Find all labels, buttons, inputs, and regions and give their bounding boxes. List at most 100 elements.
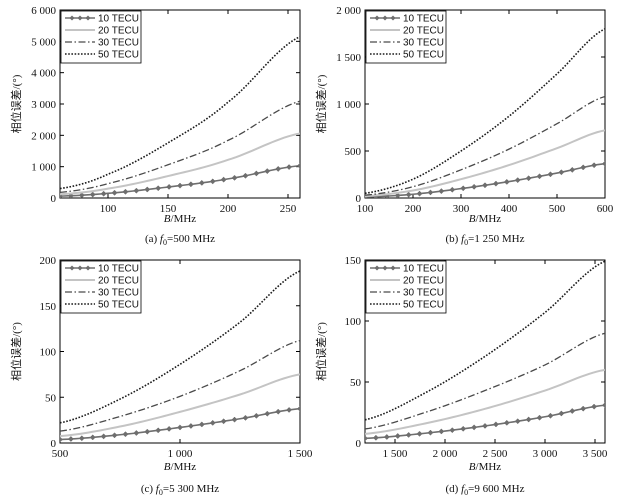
y-axis-label: 相位误差/(°) — [9, 322, 23, 381]
x-axis-var: B — [469, 461, 476, 473]
caption-var: f — [156, 483, 161, 495]
caption-sub: 0 — [464, 238, 468, 247]
data-point-marker — [144, 186, 151, 193]
panel-caption: (b) f0=1 250 MHz — [446, 233, 525, 247]
x-tick-label: 600 — [597, 203, 614, 215]
data-point-marker — [122, 431, 129, 438]
x-tick-label: 100 — [100, 203, 117, 215]
data-point-marker — [67, 192, 74, 198]
data-point-marker — [449, 186, 456, 193]
legend-marker — [69, 265, 75, 271]
y-tick-label: 3 000 — [31, 99, 56, 111]
data-point-marker — [405, 191, 412, 198]
legend-label: 30 TECU — [403, 38, 444, 49]
panel-caption: (a) f0=500 MHz — [145, 233, 215, 247]
y-tick-label: 4 000 — [31, 68, 56, 80]
data-point-marker — [482, 182, 488, 189]
series-line-20-tecu — [60, 373, 300, 438]
series-line-30-tecu — [365, 95, 605, 196]
series-line-30-tecu — [60, 339, 300, 432]
data-point-marker — [78, 192, 85, 198]
x-axis-label: B/MHz — [469, 461, 502, 473]
series-group — [365, 260, 605, 442]
data-point-marker — [133, 430, 140, 436]
data-point-marker — [122, 188, 129, 195]
data-point-marker — [242, 172, 249, 179]
legend-marker — [382, 265, 388, 271]
data-point-marker — [111, 432, 118, 439]
y-tick-label: 100 — [345, 316, 362, 328]
y-tick-label: 6 000 — [31, 5, 56, 17]
legend-marker — [77, 15, 83, 21]
data-point-marker — [100, 433, 107, 440]
data-point-marker — [144, 428, 151, 435]
legend-box — [365, 260, 447, 314]
legend-marker — [374, 265, 380, 271]
data-point-marker — [297, 405, 300, 412]
x-axis-label: B/MHz — [164, 461, 197, 473]
data-point-marker — [297, 162, 300, 169]
x-tick-label: 200 — [405, 203, 422, 215]
data-point-marker — [231, 174, 238, 181]
y-axis-label: 相位误差/(°) — [314, 74, 328, 133]
y-tick-label: 150 — [345, 255, 362, 267]
y-axis-label: 相位误差/(°) — [314, 322, 328, 381]
data-point-marker — [177, 182, 183, 189]
data-point-marker — [471, 183, 478, 190]
data-point-marker — [231, 416, 238, 423]
x-tick-label: 200 — [220, 203, 237, 215]
legend-label: 20 TECU — [98, 276, 139, 287]
data-point-marker — [209, 419, 216, 426]
data-point-marker — [536, 414, 543, 421]
y-tick-label: 2 000 — [336, 5, 361, 17]
legend-label: 30 TECU — [403, 288, 444, 299]
data-point-marker — [427, 429, 434, 436]
panel-caption: (c) f0=5 300 MHz — [141, 483, 219, 497]
series-group — [60, 35, 300, 198]
data-point-marker — [383, 434, 390, 440]
data-point-marker — [525, 175, 532, 182]
data-point-marker — [275, 408, 282, 415]
x-axis-unit: /MHz — [171, 213, 197, 225]
data-point-marker — [286, 164, 293, 171]
caption-sub: 0 — [159, 488, 163, 497]
x-tick-label: 150 — [160, 203, 177, 215]
data-point-marker — [155, 427, 162, 434]
y-tick-label: 0 — [51, 193, 57, 205]
data-point-marker — [460, 425, 467, 432]
caption-var: f — [461, 233, 466, 245]
x-axis-unit: /MHz — [171, 461, 197, 473]
data-point-marker — [89, 191, 96, 198]
data-point-marker — [198, 421, 205, 428]
data-point-marker — [471, 424, 478, 431]
x-tick-label: 1 500 — [288, 448, 313, 460]
data-point-marker — [503, 178, 510, 185]
legend-label: 50 TECU — [98, 300, 139, 311]
legend-marker — [390, 265, 396, 271]
legend-label: 50 TECU — [98, 50, 139, 61]
data-point-marker — [220, 176, 227, 183]
series-line-20-tecu — [365, 129, 605, 198]
data-point-marker — [198, 179, 205, 186]
caption-prefix: (a) — [145, 233, 160, 245]
caption-value: =500 MHz — [167, 233, 215, 245]
legend-label: 50 TECU — [403, 50, 444, 61]
legend-label: 10 TECU — [98, 264, 139, 275]
data-point-marker — [438, 188, 445, 195]
data-point-marker — [558, 410, 565, 417]
data-point-marker — [394, 192, 401, 198]
data-point-marker — [372, 434, 379, 441]
data-point-marker — [547, 412, 554, 419]
data-point-marker — [569, 408, 576, 414]
y-tick-label: 0 — [356, 193, 362, 205]
data-point-marker — [514, 418, 521, 425]
data-point-marker — [492, 180, 499, 187]
legend-marker — [85, 15, 91, 21]
data-point-marker — [580, 405, 587, 412]
series-line-50-tecu — [365, 260, 605, 421]
legend-label: 30 TECU — [98, 288, 139, 299]
data-point-marker — [525, 416, 532, 423]
data-point-marker — [514, 177, 521, 184]
y-tick-label: 1 000 — [31, 162, 56, 174]
